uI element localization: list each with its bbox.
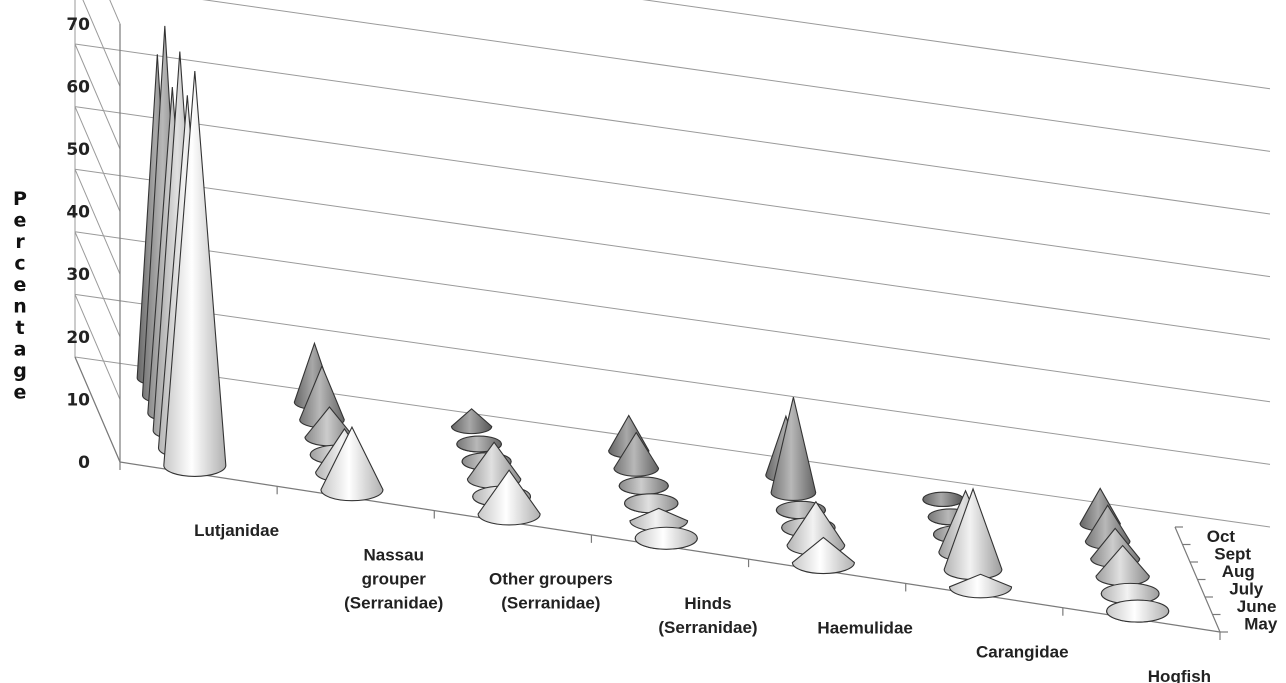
y-tick-label: 40 xyxy=(66,203,90,223)
gridline-left xyxy=(74,106,121,212)
category-label: Hogfish(Labridae) xyxy=(1138,667,1220,683)
cone xyxy=(613,431,660,477)
gridline-back xyxy=(642,0,1271,90)
cones xyxy=(136,25,1170,623)
gridline-back xyxy=(202,0,1271,152)
y-axis-title-letter: e xyxy=(14,382,27,404)
cone xyxy=(624,493,679,514)
y-tick-label: 20 xyxy=(66,328,90,348)
y-axis-title-letter: e xyxy=(14,210,27,232)
cone-base xyxy=(634,526,698,550)
y-axis-title-letter: n xyxy=(13,296,27,318)
gridline-left xyxy=(74,294,121,400)
gridline-left xyxy=(74,169,121,275)
category-label: Haemulidae xyxy=(817,618,912,637)
y-axis-title-letter: a xyxy=(14,339,27,361)
y-tick-label: 0 xyxy=(78,453,90,473)
gridline-back xyxy=(74,168,1271,340)
y-tick-label: 30 xyxy=(66,265,90,285)
y-axis-title-letter: e xyxy=(14,274,27,296)
cone-body xyxy=(770,397,817,502)
gridline-left xyxy=(82,0,121,87)
cone-body xyxy=(791,536,855,575)
cone xyxy=(770,397,817,502)
cone xyxy=(948,573,1013,599)
cone-base xyxy=(618,476,669,495)
gridline-back xyxy=(74,231,1271,403)
left-floor-edge xyxy=(74,356,121,463)
gridline-back xyxy=(74,293,1271,465)
gridline-left xyxy=(109,0,121,24)
y-tick-label: 60 xyxy=(66,77,90,97)
y-axis-title-letter: g xyxy=(13,360,27,382)
cone xyxy=(791,536,855,575)
y-axis-title-letter: r xyxy=(15,231,25,253)
y-tick-label: 70 xyxy=(66,15,90,35)
category-label: Lutjanidae xyxy=(194,521,279,540)
gridlines xyxy=(74,0,1271,528)
cone-base xyxy=(922,491,964,508)
month-label: Sept xyxy=(1214,544,1251,563)
cone xyxy=(477,469,541,526)
gridline-left xyxy=(74,43,121,150)
cone xyxy=(1106,599,1170,623)
cone-body xyxy=(613,431,660,477)
y-tick-label: 10 xyxy=(66,390,90,410)
cone-body xyxy=(163,70,227,477)
labels: 010203040506070PercentageLutjanidaeNassa… xyxy=(13,15,1278,683)
category-label: Hinds (Serranidae) xyxy=(658,594,757,637)
cone-body xyxy=(320,425,384,502)
category-label: Carangidae xyxy=(976,643,1069,662)
cone xyxy=(634,526,698,550)
month-label: June xyxy=(1237,597,1277,616)
cone-body xyxy=(948,573,1013,599)
month-label: July xyxy=(1229,579,1264,598)
y-tick-label: 50 xyxy=(66,140,90,160)
cone xyxy=(320,425,384,502)
cone-body xyxy=(477,469,541,526)
cone-base xyxy=(624,493,679,514)
gridline-back xyxy=(74,43,1271,215)
gridline-back xyxy=(74,106,1271,278)
cone xyxy=(618,476,669,495)
gridline-left xyxy=(74,231,121,337)
cone xyxy=(163,70,227,477)
axes xyxy=(74,0,1228,640)
month-label: May xyxy=(1244,614,1278,633)
cone xyxy=(450,408,493,435)
cone-body xyxy=(450,408,493,435)
gridline-back xyxy=(74,356,1271,528)
cone xyxy=(922,491,964,508)
month-label: Oct xyxy=(1207,527,1236,546)
cone-base xyxy=(1106,599,1170,623)
y-axis-title-letter: c xyxy=(14,253,25,275)
category-label: Other groupers (Serranidae) xyxy=(489,570,613,613)
y-axis-title-letter: t xyxy=(15,317,24,339)
month-label: Aug xyxy=(1222,562,1255,581)
category-label: Nassau grouper (Serranidae) xyxy=(344,545,443,612)
y-axis-title-letter: P xyxy=(13,188,27,210)
